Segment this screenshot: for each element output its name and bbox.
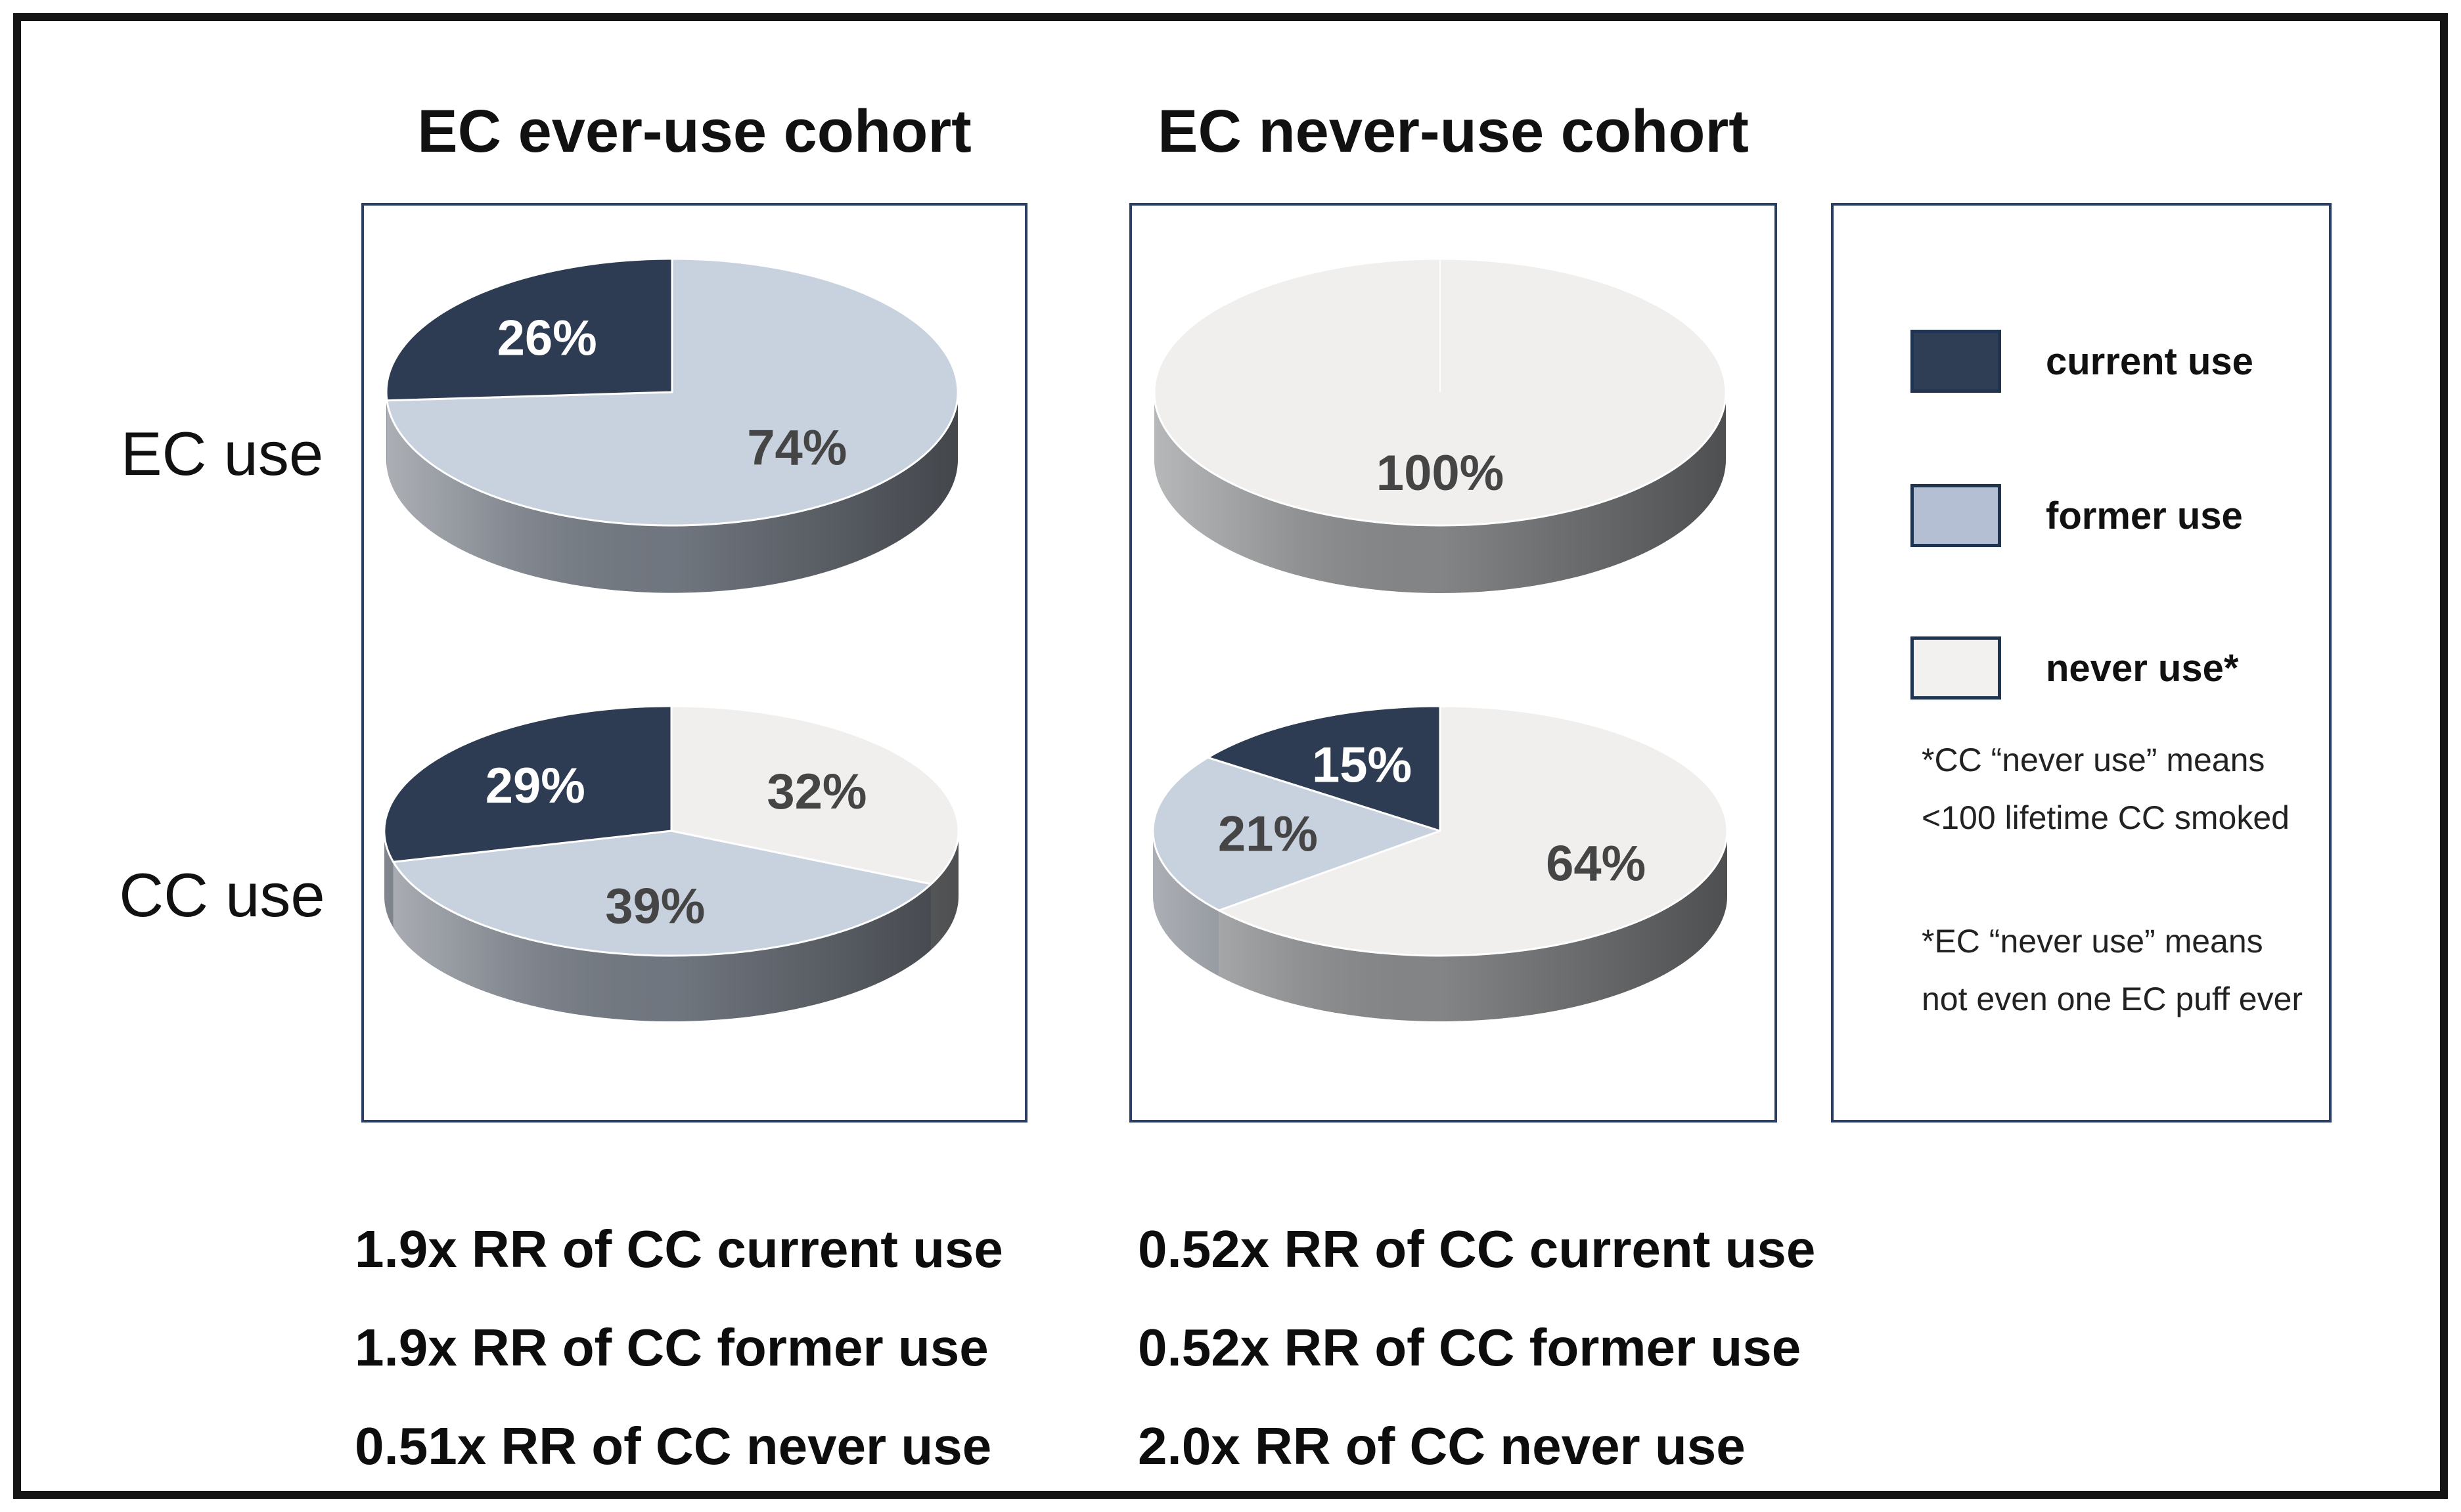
rr-line: 0.51x RR of CC never use — [355, 1417, 992, 1475]
chart-box-ec-ever — [361, 203, 1027, 1123]
rr-line: 1.9x RR of CC former use — [355, 1318, 989, 1377]
rr-line: 0.52x RR of CC former use — [1138, 1318, 1801, 1377]
legend-swatch-never-use — [1910, 636, 2001, 700]
rr-annotations-ec-never: 0.52x RR of CC current use 0.52x RR of C… — [1138, 1200, 1815, 1496]
legend-content: current use former use never use* *CC “n… — [1834, 206, 2329, 1120]
footnote-cc-never-use: *CC “never use” means <100 lifetime CC s… — [1922, 742, 2290, 836]
legend-footnotes: *CC “never use” means <100 lifetime CC s… — [1922, 731, 2316, 1094]
legend-label-former-use: former use — [2046, 494, 2243, 537]
legend-swatch-current-use — [1910, 330, 2001, 393]
row-label-cc-use: CC use — [119, 860, 325, 929]
cohort-title-ever-use: EC ever-use cohort — [417, 98, 972, 165]
rr-line: 0.52x RR of CC current use — [1138, 1220, 1816, 1278]
rr-line: 1.9x RR of CC current use — [355, 1220, 1003, 1278]
chart-box-ec-never — [1129, 203, 1777, 1123]
legend-swatch-former-use — [1910, 484, 2001, 547]
legend-label-never-use: never use* — [2046, 646, 2239, 690]
footnote-ec-never-use: *EC “never use” means not even one EC pu… — [1922, 923, 2303, 1017]
legend-box: current use former use never use* *CC “n… — [1831, 203, 2332, 1123]
rr-line: 2.0x RR of CC never use — [1138, 1417, 1746, 1475]
cohort-title-never-use: EC never-use cohort — [1158, 98, 1749, 165]
legend-label-current-use: current use — [2046, 340, 2253, 383]
outer-frame: EC ever-use cohort EC never-use cohort E… — [13, 13, 2448, 1499]
row-label-ec-use: EC use — [120, 419, 324, 488]
rr-annotations-ec-ever: 1.9x RR of CC current use 1.9x RR of CC … — [355, 1200, 1003, 1496]
